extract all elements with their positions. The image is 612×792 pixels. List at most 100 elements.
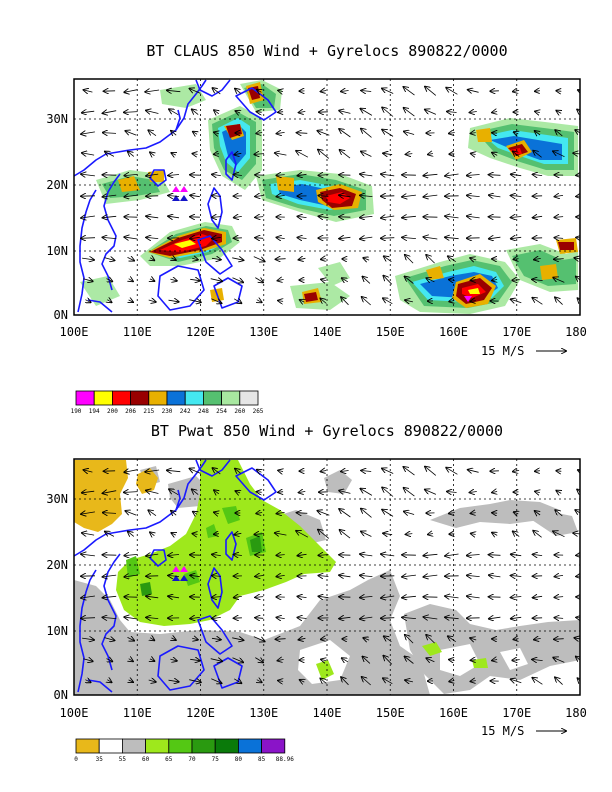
wind-vectors [81,467,580,686]
wind-arrow [449,301,454,302]
wind-arrow [124,112,138,113]
wind-arrow [426,255,435,264]
wind-arrow [277,617,285,618]
wind-arrow [82,638,94,640]
x-tick-label: 110E [123,325,152,339]
wind-arrow [360,575,373,576]
wind-arrow [189,680,201,683]
wind-arrow [171,638,175,640]
wind-arrow [361,152,372,157]
wind-arrow [85,300,90,303]
wind-arrow [360,596,373,597]
wind-arrow [405,680,413,682]
wind-arrow [318,216,329,217]
wind-arrow [104,638,114,641]
y-tick-label: 20N [46,178,68,192]
wind-arrow [382,89,394,94]
wind-arrow [128,532,135,537]
wind-arrow [467,175,480,176]
wind-arrow [103,575,117,577]
wind-arrow [148,300,156,302]
wind-arrow [533,531,542,538]
wind-arrow [296,151,309,158]
wind-arrow [426,278,435,282]
wind-arrow [84,90,93,92]
wind-arrow [257,112,262,113]
y-axis-labels: 30N 20N 10N 0N [46,112,68,322]
wind-arrow [82,111,95,113]
wind-arrow [577,110,580,115]
wind-arrow [446,88,458,95]
y-tick-label: 0N [54,308,68,322]
panel-title: BT CLAUS 850 Wind + Gyrelocs 890822/0000 [146,42,507,60]
wind-arrow [167,470,181,471]
x-tick-label: 170E [502,325,531,339]
wind-arrow [81,238,96,239]
wind-arrow [511,617,522,618]
y-tick-label: 30N [46,492,68,506]
wind-arrow [533,596,543,597]
wind-arrow [511,217,522,218]
wind-arrow [192,638,198,640]
wind-arrow [103,513,117,514]
colorbar-swatch [239,390,259,406]
wind-arrow [299,491,306,492]
wind-arrow [299,111,306,112]
wind-arrow [555,195,564,196]
colorbar-label: 0 [74,756,78,763]
wind-arrow [406,154,413,155]
wind-arrow [105,532,115,537]
wind-arrow [383,678,393,685]
gyre-marker [172,566,180,572]
wind-arrow [489,195,501,197]
wind-arrow [321,659,326,660]
panel-title: BT Pwat 850 Wind + Gyrelocs 890822/0000 [151,422,503,440]
wind-arrow [489,237,501,239]
wind-arrow [81,596,95,598]
map-frame [73,78,581,316]
map-frame [73,458,581,696]
gyre-marker [180,575,188,581]
wind-arrow [124,237,138,239]
wind-arrow [277,175,285,176]
wind-arrow [146,174,159,176]
wind-arrow [534,638,541,639]
colorbar-swatch [166,390,186,406]
x-axis-labels: 100E 110E 120E 130E 140E 150E 160E 170E … [60,706,587,720]
wind-arrow [168,196,180,197]
wind-arrow [278,492,283,493]
wind-arrow [211,258,221,259]
wind-arrow [210,659,222,662]
wind-arrow [277,512,285,513]
wind-arrow [512,280,520,281]
wind-arrow [402,237,416,238]
colorbar-label: 265 [253,408,264,415]
wind-arrow [104,258,114,261]
wind-arrow [318,511,330,516]
wind-arrow [83,659,92,662]
wind-arrow [103,617,117,618]
wind-arrow [145,90,160,92]
wind-arrow [339,129,351,138]
wind-arrow [192,109,199,115]
wind-arrow [492,492,497,493]
wind-arrow [383,276,393,285]
wind-arrow [489,617,501,619]
gyre-marker [180,186,188,192]
wind-arrow [277,237,285,238]
x-tick-label: 180 [565,706,587,720]
wind-arrow [235,469,241,474]
wind-arrow [402,575,416,577]
wind-arrow [426,658,435,662]
wind-arrow [489,175,501,176]
wind-arrow [404,488,415,497]
wind-arrow [171,258,175,260]
wind-arrow [232,638,243,640]
wind-arrow [103,491,117,494]
wind-arrow [360,554,373,556]
wind-arrow [124,492,138,493]
vector-scale-label: 15 M/S [481,344,524,358]
wind-arrow [361,532,372,537]
wind-arrow [553,151,565,158]
wind-arrow [276,639,286,640]
